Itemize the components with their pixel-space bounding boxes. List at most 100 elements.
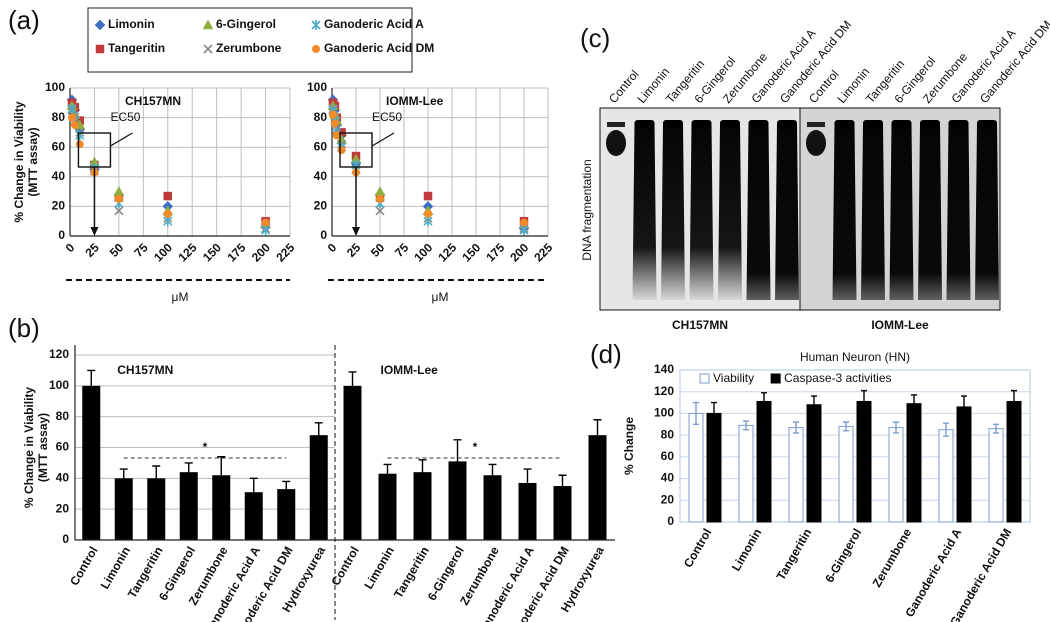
y-tick-label: 80 — [56, 409, 70, 423]
gel-smear — [861, 124, 885, 300]
y-axis-label: % Change in Viability — [12, 101, 26, 222]
gel-band — [748, 120, 769, 128]
legend-label: Ganoderic Acid A — [324, 17, 424, 31]
data-point — [163, 216, 173, 227]
bar — [738, 424, 754, 523]
bar — [956, 406, 972, 523]
legend-label: Limonin — [108, 17, 155, 31]
y-tick-label: 80 — [52, 110, 66, 124]
error-bar — [488, 463, 497, 487]
error-bar — [184, 462, 193, 483]
gel-band — [891, 120, 912, 128]
error-bar — [843, 421, 849, 432]
data-point — [424, 209, 432, 218]
legend-swatch — [699, 373, 710, 384]
error-bar — [593, 419, 602, 452]
y-tick-label: 60 — [56, 440, 70, 454]
legend-label: Ganoderic Acid DM — [324, 41, 434, 55]
y-tick-label: 120 — [49, 347, 69, 361]
error-bar — [993, 423, 999, 434]
gel-band — [720, 120, 740, 128]
y-tick-label: 140 — [654, 362, 674, 376]
gel-smear — [918, 124, 942, 300]
y-tick-label: 100 — [307, 80, 327, 94]
gel-band — [777, 120, 797, 128]
bar — [413, 472, 432, 540]
gel-smear — [975, 124, 999, 300]
y-tick-label: 40 — [56, 471, 70, 485]
y-tick-label: 100 — [49, 378, 69, 392]
bar — [838, 425, 854, 523]
data-point — [519, 225, 529, 236]
gel-band — [920, 120, 940, 128]
bar — [688, 412, 704, 523]
error-bar — [119, 468, 128, 489]
panel-label: (a) — [8, 5, 40, 35]
error-bar — [152, 465, 161, 492]
chart-title: IOMM-Lee — [381, 363, 439, 377]
bar — [179, 472, 198, 540]
bar — [114, 478, 133, 540]
y-tick-label: 20 — [661, 492, 675, 506]
bar — [906, 403, 922, 523]
bar — [856, 400, 872, 523]
y-tick-label: 100 — [654, 406, 674, 420]
chart-title: IOMM-Lee — [386, 94, 444, 108]
error-bar — [348, 371, 357, 401]
error-bar — [911, 394, 917, 414]
legend-swatch — [770, 373, 781, 384]
error-bar — [453, 439, 462, 484]
y-tick-label: 20 — [314, 199, 328, 213]
error-bar — [743, 420, 749, 431]
bar — [309, 435, 328, 540]
annotation: * — [473, 440, 478, 454]
legend-marker — [94, 19, 106, 31]
y-tick-label: 40 — [52, 169, 66, 183]
y-tick-label: 0 — [667, 514, 674, 528]
legend-marker — [311, 20, 321, 30]
data-point — [70, 121, 79, 129]
error-bar — [523, 468, 532, 498]
error-bar — [693, 401, 699, 425]
bar — [378, 473, 397, 540]
error-bar — [961, 395, 967, 419]
bar — [938, 429, 954, 523]
data-point — [114, 206, 124, 216]
x-axis-label: μM — [432, 290, 449, 304]
error-bar — [793, 421, 799, 434]
data-point — [423, 191, 433, 201]
y-tick-label: 60 — [661, 449, 675, 463]
chart-title: CH157MN — [117, 363, 173, 377]
panel-label: (c) — [580, 23, 610, 53]
y-tick-label: 40 — [661, 471, 675, 485]
legend-label: Caspase-3 activities — [784, 371, 891, 385]
bar — [706, 412, 722, 523]
y-axis-label: (MTT assay) — [26, 127, 40, 196]
y-tick-label: 0 — [62, 532, 69, 546]
error-bar — [314, 422, 323, 449]
error-bar — [861, 389, 867, 414]
cell-line-label: IOMM-Lee — [871, 318, 929, 332]
data-point — [163, 209, 172, 218]
gel-smear — [746, 124, 771, 300]
bar — [988, 428, 1004, 523]
y-tick-label: 80 — [314, 110, 328, 124]
error-bar — [943, 422, 949, 437]
annotation: EC50 — [110, 110, 140, 124]
gel-band — [807, 122, 825, 127]
legend-marker — [202, 19, 214, 30]
bar — [147, 478, 166, 540]
data-point — [330, 119, 339, 128]
bar — [806, 404, 822, 523]
legend-label: Zerumbone — [216, 41, 282, 55]
data-point — [423, 216, 433, 227]
gel-y-label: DNA fragmentation — [580, 159, 594, 260]
bar — [553, 486, 572, 540]
gel-band — [606, 130, 626, 156]
bar — [756, 400, 772, 523]
ec50-pointer — [110, 132, 133, 147]
panel-label: (b) — [8, 313, 40, 343]
gel-smear — [832, 124, 857, 300]
ec50-arrowhead — [352, 227, 360, 236]
